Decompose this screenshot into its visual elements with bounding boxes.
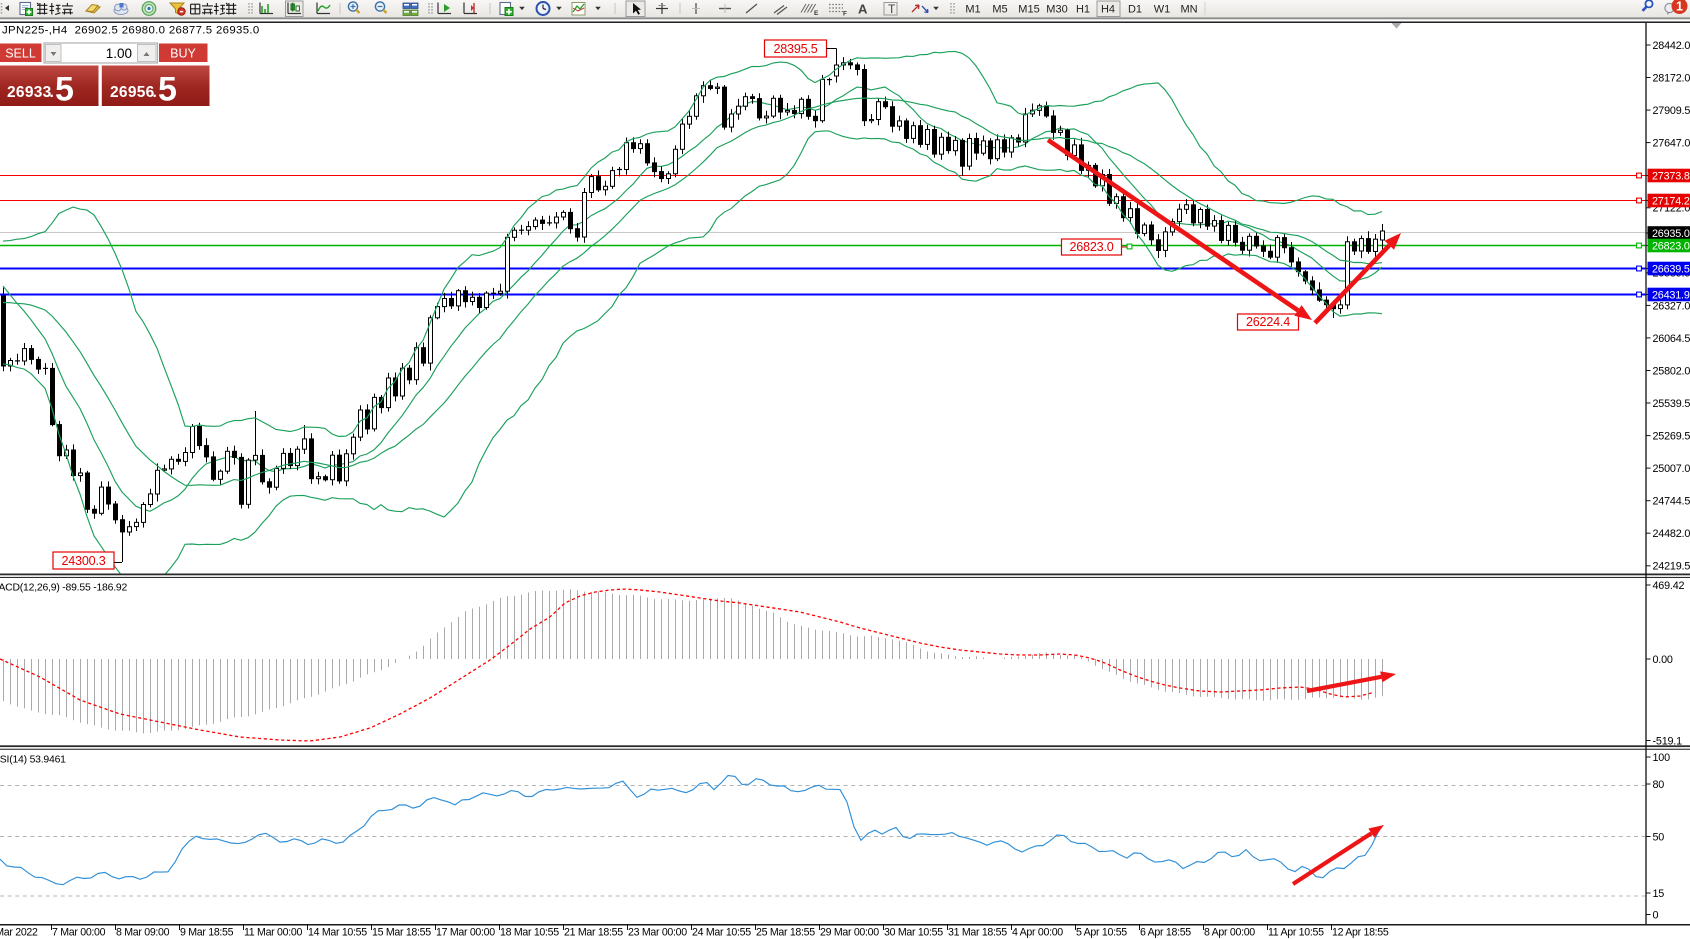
svg-text:26327.0: 26327.0 [1653,300,1690,312]
svg-text:H4: H4 [1101,4,1115,16]
svg-text:A: A [858,2,868,17]
svg-text:21 Mar 18:55: 21 Mar 18:55 [564,927,623,939]
svg-text:25269.5: 25269.5 [1653,431,1690,443]
svg-text:11 Mar 00:00: 11 Mar 00:00 [244,927,302,939]
svg-text:31 Mar 18:55: 31 Mar 18:55 [948,927,1007,939]
svg-text:E: E [814,10,819,17]
svg-text:5 Apr 10:55: 5 Apr 10:55 [1076,927,1127,939]
svg-text:M30: M30 [1046,4,1067,16]
svg-text:D1: D1 [1128,4,1142,16]
svg-text:26639.5: 26639.5 [1652,263,1690,275]
svg-text:26933: 26933 [7,84,52,101]
svg-text:26956: 26956 [110,84,155,101]
svg-text:17 Mar 00:00: 17 Mar 00:00 [436,927,495,939]
svg-text:1.00: 1.00 [106,46,132,61]
svg-text:.: . [153,84,157,101]
svg-text:8 Mar 09:00: 8 Mar 09:00 [116,927,170,939]
svg-text:0: 0 [1653,909,1659,921]
svg-text:5: 5 [55,71,74,109]
svg-text:H1: H1 [1076,4,1090,16]
svg-text:24744.5: 24744.5 [1653,496,1690,508]
svg-text:4 Apr 00:00: 4 Apr 00:00 [1012,927,1063,939]
svg-text:27647.0: 27647.0 [1653,138,1690,150]
svg-text:26431.9: 26431.9 [1652,289,1690,301]
svg-text:8 Apr 00:00: 8 Apr 00:00 [1204,927,1255,939]
svg-text:M5: M5 [992,4,1007,16]
svg-text:MACD(12,26,9) -89.55 -186.92: MACD(12,26,9) -89.55 -186.92 [0,583,127,594]
svg-text:15 Mar 18:55: 15 Mar 18:55 [372,927,431,939]
svg-text:RSI(14) 53.9461: RSI(14) 53.9461 [0,755,66,766]
svg-text:24 Mar 10:55: 24 Mar 10:55 [692,927,751,939]
svg-text:25802.0: 25802.0 [1653,365,1690,377]
svg-text:F: F [843,11,847,18]
svg-text:469.42: 469.42 [1653,580,1685,592]
svg-text:26823.0: 26823.0 [1069,240,1113,254]
svg-text:27174.2: 27174.2 [1652,195,1690,207]
svg-text:28395.5: 28395.5 [773,42,817,56]
svg-text:M1: M1 [965,4,980,16]
svg-text:.: . [50,84,54,101]
svg-text:W1: W1 [1154,4,1171,16]
svg-text:24482.0: 24482.0 [1653,528,1690,540]
svg-text:BUY: BUY [170,47,196,61]
svg-text:100: 100 [1653,752,1671,764]
svg-text:1: 1 [1676,0,1683,14]
svg-text:4 Mar 2022: 4 Mar 2022 [0,927,38,939]
svg-text:0.00: 0.00 [1653,654,1673,666]
svg-text:25539.5: 25539.5 [1653,398,1690,410]
svg-text:T: T [888,2,896,16]
svg-text:27909.5: 27909.5 [1653,105,1690,117]
svg-text:26935.0: 26935.0 [1652,228,1690,240]
svg-text:7 Mar 00:00: 7 Mar 00:00 [52,927,106,939]
svg-text:6 Apr 18:55: 6 Apr 18:55 [1140,927,1191,939]
svg-text:M15: M15 [1018,4,1039,16]
svg-text:14 Mar 10:55: 14 Mar 10:55 [308,927,367,939]
svg-text:11 Apr 10:55: 11 Apr 10:55 [1268,927,1324,939]
svg-text:24300.3: 24300.3 [61,554,105,568]
svg-text:50: 50 [1653,831,1665,843]
svg-text:80: 80 [1653,779,1665,791]
svg-text:26823.0: 26823.0 [1652,240,1690,252]
svg-text:18 Mar 10:55: 18 Mar 10:55 [500,927,559,939]
svg-text:26224.4: 26224.4 [1246,315,1290,329]
svg-text:-519.1: -519.1 [1653,735,1683,747]
svg-text:25007.0: 25007.0 [1653,463,1690,475]
svg-text:12 Apr 18:55: 12 Apr 18:55 [1332,927,1389,939]
svg-text:SELL: SELL [5,47,36,61]
svg-text:28442.0: 28442.0 [1653,40,1690,52]
svg-text:25 Mar 18:55: 25 Mar 18:55 [756,927,815,939]
svg-text:9 Mar 18:55: 9 Mar 18:55 [180,927,234,939]
svg-text:28172.0: 28172.0 [1653,73,1690,85]
svg-text:27373.8: 27373.8 [1652,170,1690,182]
svg-text:15: 15 [1653,888,1665,900]
svg-text:26064.5: 26064.5 [1653,333,1690,345]
svg-text:23 Mar 00:00: 23 Mar 00:00 [628,927,687,939]
svg-text:29 Mar 00:00: 29 Mar 00:00 [820,927,879,939]
svg-text:24219.5: 24219.5 [1653,561,1690,573]
svg-text:MN: MN [1180,4,1197,16]
svg-text:30 Mar 10:55: 30 Mar 10:55 [884,927,943,939]
svg-text:JPN225-,H4 26902.5 26980.0 26: JPN225-,H4 26902.5 26980.0 26877.5 26935… [2,25,260,37]
svg-text:5: 5 [158,71,177,109]
